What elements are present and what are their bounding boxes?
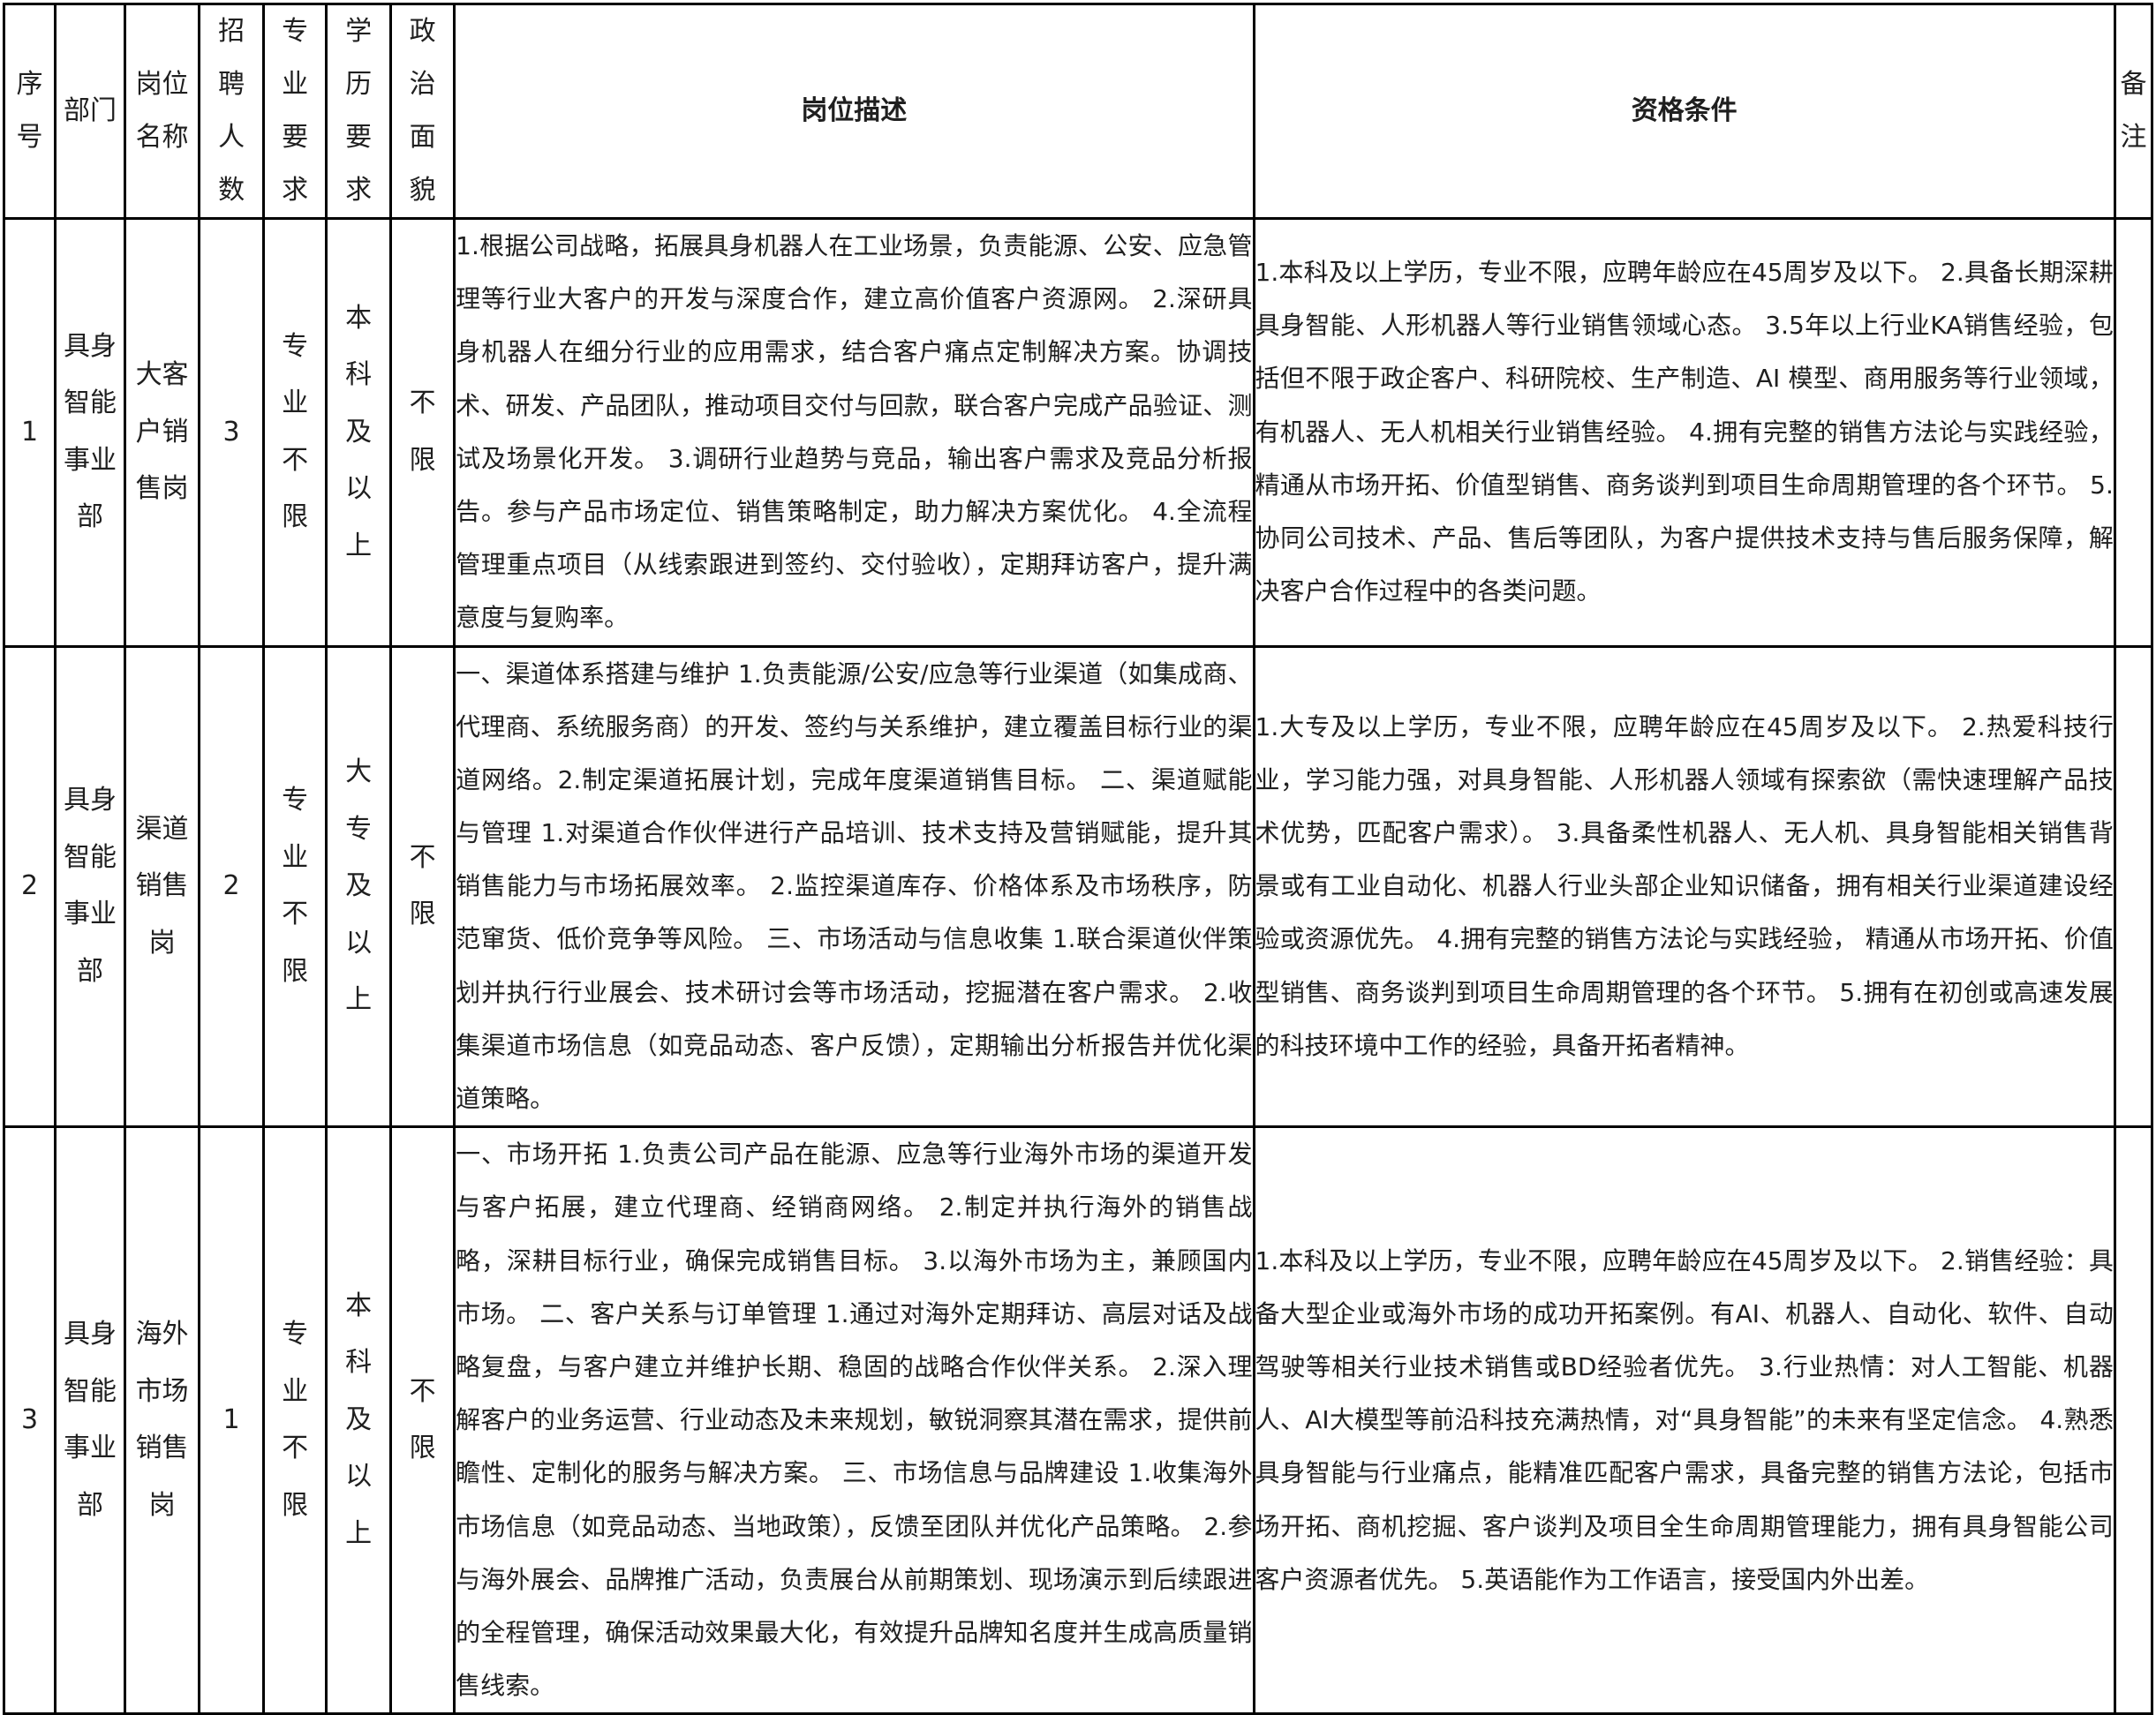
cell-political-status: 不限 <box>389 644 456 1129</box>
header-cell-department: 部门 <box>54 3 127 220</box>
cell-political-status: 不限 <box>389 217 456 648</box>
qualifications-text: 1.本科及以上学历，专业不限，应聘年龄应在45周岁及以下。 2.具备长期深耕具身… <box>1255 258 2114 606</box>
row-index: 2 <box>20 870 39 902</box>
header-index-label: 序号 <box>16 69 43 153</box>
position-value: 渠道销售岗 <box>135 813 189 959</box>
header-political-label: 政治面貌 <box>409 16 436 206</box>
headcount-value: 3 <box>222 416 240 448</box>
cell-remarks <box>2113 644 2154 1129</box>
job-description-text: 1.根据公司战略，拓展具身机器人在工业场景，负责能源、公安、应急管理等行业大客户… <box>456 231 1253 633</box>
position-value: 海外市场销售岗 <box>135 1319 189 1521</box>
header-row: 序号 部门 岗位名称 招聘人数 专业要求 学历要求 政治面貌 岗位描述 资格条件… <box>2 3 2154 220</box>
header-cell-index: 序号 <box>2 3 57 220</box>
department-value: 具身智能事业部 <box>64 1319 117 1521</box>
major-value: 专业不限 <box>282 785 309 987</box>
cell-headcount: 1 <box>198 1125 266 1715</box>
cell-department: 具身智能事业部 <box>54 217 127 648</box>
cell-political-status: 不限 <box>389 1125 456 1715</box>
cell-major: 专业不限 <box>262 1125 328 1715</box>
cell-education: 本科及以上 <box>325 217 393 648</box>
education-value: 本科及以上 <box>345 1290 373 1549</box>
cell-job-description: 1.根据公司战略，拓展具身机器人在工业场景，负责能源、公安、应急管理等行业大客户… <box>453 217 1255 648</box>
header-department-label: 部门 <box>64 95 117 126</box>
cell-position: 渠道销售岗 <box>124 644 201 1129</box>
cell-major: 专业不限 <box>262 217 328 648</box>
cell-index: 1 <box>2 217 57 648</box>
header-major-label: 专业要求 <box>282 16 309 206</box>
header-remarks-label: 备注 <box>2120 69 2147 153</box>
cell-education: 本科及以上 <box>325 1125 393 1715</box>
header-cell-qualifications: 资格条件 <box>1252 3 2116 220</box>
table-row-3: 3 具身智能事业部 海外市场销售岗 1 专业不限 本科及以上 不限 一、市场开拓… <box>2 1125 2154 1715</box>
qualifications-text: 1.本科及以上学历，专业不限，应聘年龄应在45周岁及以下。 2.销售经验：具备大… <box>1255 1245 2114 1594</box>
row-index: 1 <box>20 416 39 448</box>
political-value: 不限 <box>409 387 436 476</box>
cell-qualifications: 1.本科及以上学历，专业不限，应聘年龄应在45周岁及以下。 2.销售经验：具备大… <box>1252 1125 2116 1715</box>
cell-remarks <box>2113 217 2154 648</box>
cell-headcount: 3 <box>198 217 266 648</box>
header-cell-headcount: 招聘人数 <box>198 3 266 220</box>
header-position-label: 岗位名称 <box>135 69 189 153</box>
cell-job-description: 一、渠道体系搭建与维护 1.负责能源/公安/应急等行业渠道（如集成商、代理商、系… <box>453 644 1255 1129</box>
headcount-value: 2 <box>222 870 240 902</box>
cell-remarks <box>2113 1125 2154 1715</box>
cell-qualifications: 1.本科及以上学历，专业不限，应聘年龄应在45周岁及以下。 2.具备长期深耕具身… <box>1252 217 2116 648</box>
cell-headcount: 2 <box>198 644 266 1129</box>
cell-index: 2 <box>2 644 57 1129</box>
header-cell-remarks: 备注 <box>2113 3 2154 220</box>
header-headcount-label: 招聘人数 <box>218 16 245 206</box>
header-cell-job-description: 岗位描述 <box>453 3 1255 220</box>
table-row-2: 2 具身智能事业部 渠道销售岗 2 专业不限 大专及以上 不限 一、渠道体系搭建… <box>2 644 2154 1129</box>
table-row-1: 1 具身智能事业部 大客户销售岗 3 专业不限 本科及以上 不限 1.根据公司战… <box>2 217 2154 648</box>
header-cell-major: 专业要求 <box>262 3 328 220</box>
cell-qualifications: 1.大专及以上学历，专业不限，应聘年龄应在45周岁及以下。 2.热爱科技行业，学… <box>1252 644 2116 1129</box>
job-description-text: 一、市场开拓 1.负责公司产品在能源、应急等行业海外市场的渠道开发与客户拓展，建… <box>456 1140 1253 1701</box>
header-cell-political-status: 政治面貌 <box>389 3 456 220</box>
cell-department: 具身智能事业部 <box>54 1125 127 1715</box>
headcount-value: 1 <box>222 1403 240 1435</box>
major-value: 专业不限 <box>282 1319 309 1521</box>
cell-position: 海外市场销售岗 <box>124 1125 201 1715</box>
job-description-text: 一、渠道体系搭建与维护 1.负责能源/公安/应急等行业渠道（如集成商、代理商、系… <box>456 658 1253 1114</box>
political-value: 不限 <box>409 841 436 930</box>
row-index: 3 <box>20 1403 39 1435</box>
education-value: 大专及以上 <box>345 756 373 1016</box>
cell-education: 大专及以上 <box>325 644 393 1129</box>
header-cell-position: 岗位名称 <box>124 3 201 220</box>
recruitment-table: 序号 部门 岗位名称 招聘人数 专业要求 学历要求 政治面貌 岗位描述 资格条件… <box>2 3 2154 1715</box>
cell-index: 3 <box>2 1125 57 1715</box>
position-value: 大客户销售岗 <box>135 359 189 504</box>
header-qualifications-label: 资格条件 <box>1631 95 1738 126</box>
cell-position: 大客户销售岗 <box>124 217 201 648</box>
major-value: 专业不限 <box>282 330 309 533</box>
cell-major: 专业不限 <box>262 644 328 1129</box>
education-value: 本科及以上 <box>345 302 373 561</box>
header-education-label: 学历要求 <box>345 16 373 206</box>
political-value: 不限 <box>409 1375 436 1464</box>
cell-department: 具身智能事业部 <box>54 644 127 1129</box>
department-value: 具身智能事业部 <box>64 785 117 987</box>
cell-job-description: 一、市场开拓 1.负责公司产品在能源、应急等行业海外市场的渠道开发与客户拓展，建… <box>453 1125 1255 1715</box>
qualifications-text: 1.大专及以上学历，专业不限，应聘年龄应在45周岁及以下。 2.热爱科技行业，学… <box>1255 711 2114 1060</box>
header-cell-education: 学历要求 <box>325 3 393 220</box>
department-value: 具身智能事业部 <box>64 330 117 533</box>
header-description-label: 岗位描述 <box>801 95 908 126</box>
